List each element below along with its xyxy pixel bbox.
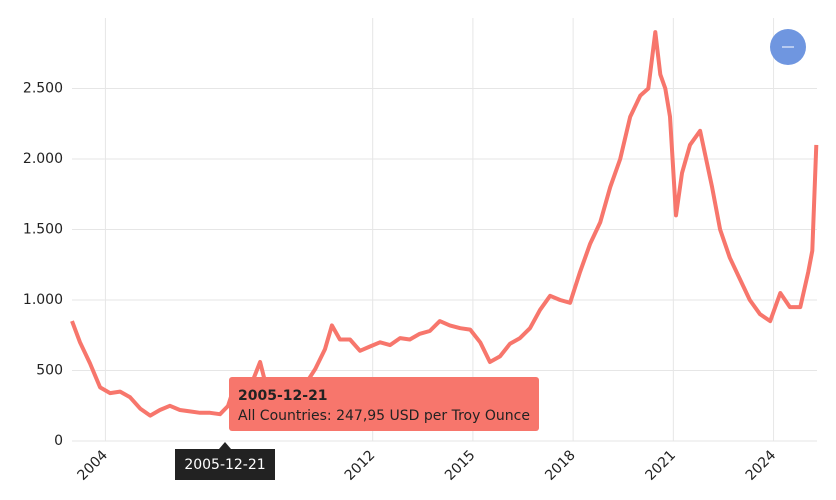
tooltip-date: 2005-12-21 xyxy=(238,388,328,404)
crosshair-label-box xyxy=(175,449,275,480)
tooltip: 2005-12-21 All Countries: 247,95 USD per… xyxy=(175,377,539,480)
x-tick-label: 2021 xyxy=(642,447,679,484)
y-tick-label: 0 xyxy=(54,433,63,449)
crosshair-pointer xyxy=(219,442,231,449)
grid: 0 500 1.000 1.500 2.000 2.500 2004 2012 2015 2018… xyxy=(23,18,817,484)
x-tick-label: 2015 xyxy=(442,447,479,484)
y-tick-label: 1.000 xyxy=(23,292,63,308)
x-tick-label: 2018 xyxy=(542,447,579,484)
y-tick-label: 500 xyxy=(36,363,63,379)
line-series xyxy=(70,30,819,418)
crosshair-label: 2005-12-21 xyxy=(184,457,265,473)
x-tick-label: 2004 xyxy=(75,447,112,484)
plot xyxy=(70,30,819,418)
x-tick-label: 2012 xyxy=(342,447,379,484)
tooltip-text: All Countries: 247,95 USD per Troy Ounce xyxy=(238,408,530,424)
y-tick-label: 1.500 xyxy=(23,222,63,238)
menu-button[interactable] xyxy=(770,29,806,65)
y-tick-label: 2.500 xyxy=(23,81,63,97)
x-tick-label: 2024 xyxy=(743,447,780,484)
y-tick-label: 2.000 xyxy=(23,151,63,167)
tooltip-box xyxy=(229,377,539,431)
